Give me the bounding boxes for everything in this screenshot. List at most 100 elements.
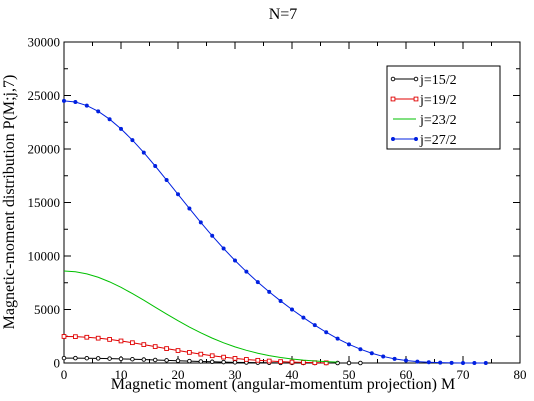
data-point [152,357,158,363]
data-point [278,359,283,364]
data-point [233,258,238,263]
legend-item-3: j=23/2 [393,113,457,128]
series-2 [61,334,329,366]
data-point [84,334,90,340]
y-tick-label: 15000 [28,195,61,210]
x-tick-label: 40 [286,367,299,382]
data-point [392,356,397,361]
data-point [244,269,249,274]
data-point [84,355,90,361]
legend-label: j=23/2 [419,113,457,128]
series-layer [61,98,488,366]
legend-item-4: j=27/2 [390,133,457,148]
data-point [449,360,454,365]
data-point [346,360,352,366]
data-point [107,337,112,342]
legend-marker [390,137,395,142]
data-point [95,335,101,341]
y-tick-label: 20000 [28,142,61,157]
data-point [164,358,169,363]
data-point [118,338,124,344]
data-point [472,360,477,365]
x-tick-label: 70 [457,367,470,382]
legend-marker [390,96,396,102]
data-point [175,358,181,363]
data-point [141,150,146,155]
y-axis: 0 5000 10000 15000 20000 25000 30000 [28,35,520,371]
legend-item-1: j=15/2 [390,73,457,88]
data-point [84,103,89,108]
y-tick-label: 30000 [28,35,61,50]
data-point [198,359,204,364]
data-point [198,351,204,357]
data-point [403,358,408,363]
data-point [232,360,238,365]
data-point [95,356,101,361]
series-3 [63,270,338,363]
data-point [289,359,295,365]
series-4 [61,98,488,365]
data-point [73,355,78,361]
data-point [312,323,317,328]
data-point [221,246,226,251]
legend-label: j=15/2 [419,73,457,88]
data-point [415,359,420,364]
data-point [61,334,67,339]
data-point [244,357,249,362]
data-point [187,358,192,364]
data-point [255,280,260,285]
legend: j=15/2 j=19/2 j=23/2 j=27/2 [386,65,501,150]
data-point [209,359,215,365]
legend-item-2: j=19/2 [390,93,457,108]
data-point [381,354,386,359]
y-tick-label: 25000 [28,88,61,103]
data-point [460,360,465,365]
data-point [107,117,112,122]
y-axis-label: Magnetic-moment distribution P(M;j,7) [1,75,18,330]
data-point [301,315,306,320]
x-axis-label: Magnetic moment (angular-momentum projec… [111,376,455,393]
data-point [209,353,215,359]
data-point [301,360,306,365]
legend-label: j=19/2 [419,93,457,108]
y-tick-label: 0 [54,356,61,371]
data-point [130,340,135,346]
data-point [141,342,147,347]
data-point [324,330,329,335]
data-point [61,355,67,361]
data-point [358,360,363,366]
legend-marker [413,96,419,102]
data-point [221,354,226,360]
data-point [438,360,443,365]
data-point [187,350,192,355]
data-point [130,138,135,143]
x-tick-label: 20 [172,367,185,382]
data-point [278,298,283,303]
data-point [61,98,66,103]
data-point [232,356,238,361]
data-point [118,356,124,362]
legend-box [386,65,501,150]
data-point [164,178,169,183]
y-tick-label: 5000 [34,302,60,317]
data-point [164,346,169,351]
data-point [221,359,226,365]
data-point [358,347,363,352]
data-point [176,192,181,197]
legend-marker [390,76,396,82]
data-point [96,109,101,114]
x-tick-label: 50 [343,367,356,382]
data-point [289,307,294,312]
data-point [323,360,329,366]
data-point [335,336,340,341]
data-point [346,342,351,347]
x-tick-label: 10 [115,367,128,382]
data-point [175,348,181,353]
y-tick-label: 10000 [28,249,61,264]
data-point [483,360,488,365]
x-tick-label: 30 [229,367,242,382]
legend-label: j=27/2 [419,133,457,148]
data-point [426,360,431,365]
data-point [153,164,158,169]
